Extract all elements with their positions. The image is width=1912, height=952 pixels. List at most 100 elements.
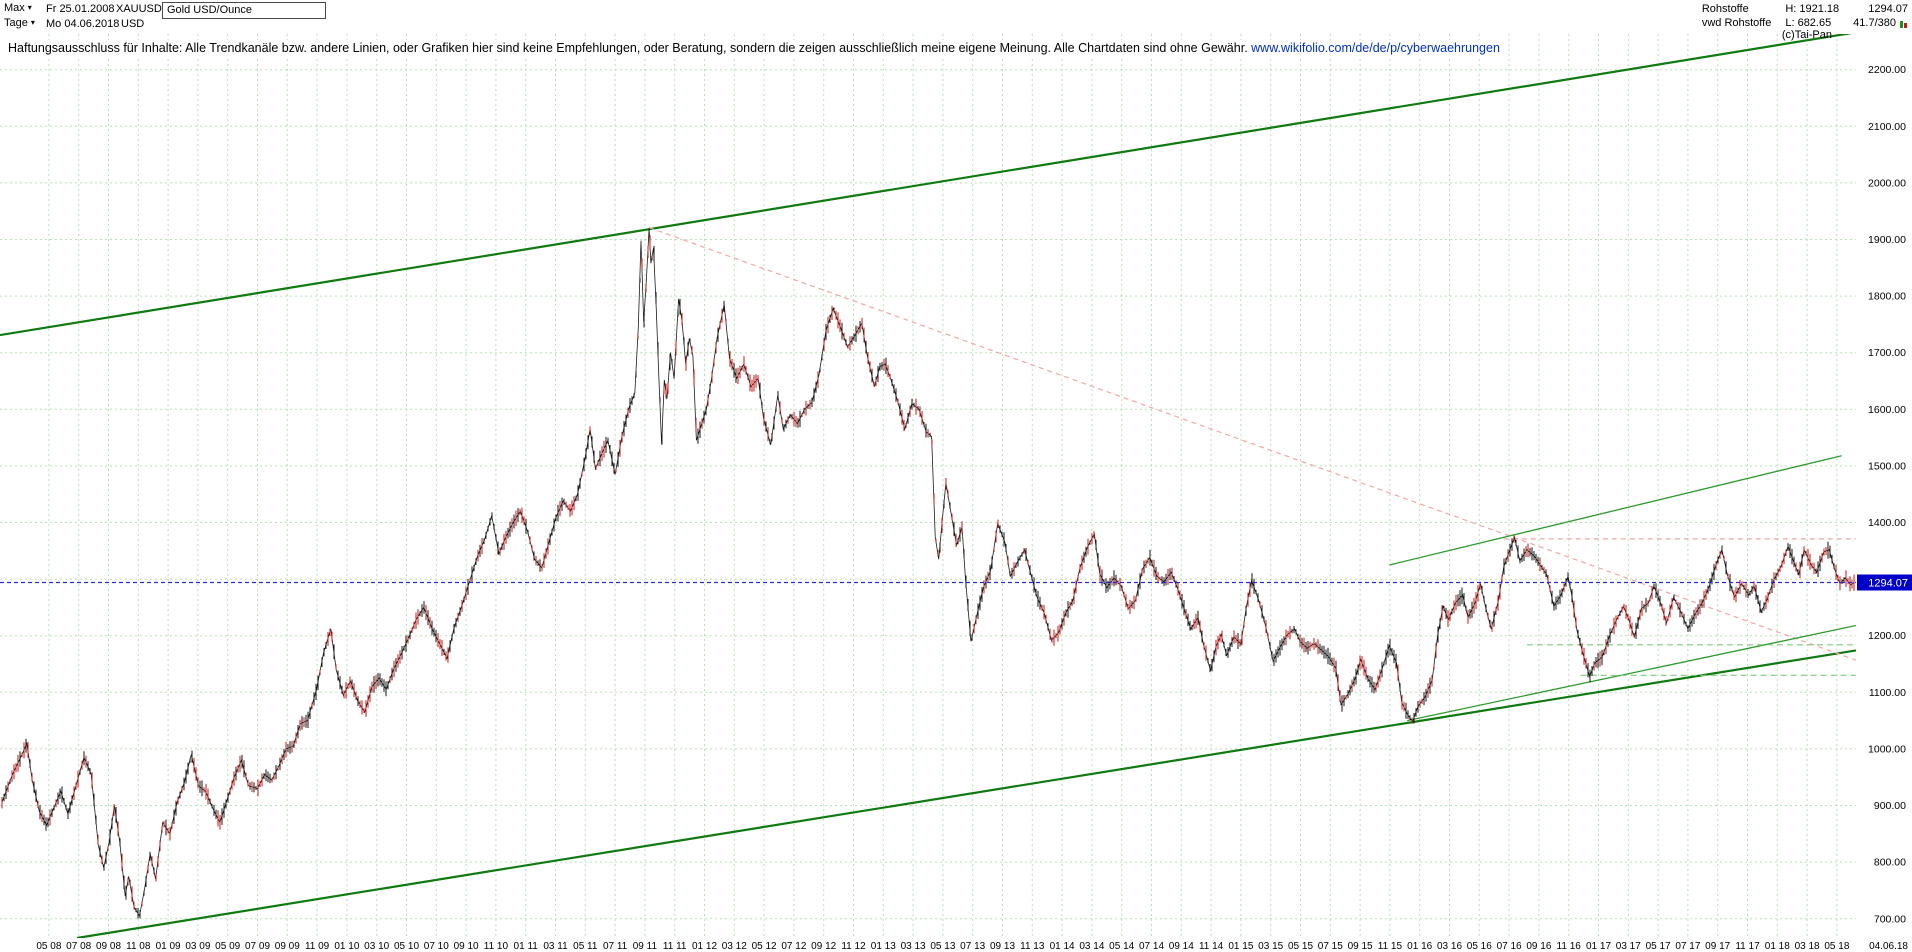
date-tick-label: 07 14 [1139, 941, 1164, 952]
date-tick-label: 05 15 [1288, 941, 1313, 952]
price-tick-label: 1200.00 [1868, 630, 1906, 642]
price-tick-label: 2100.00 [1868, 121, 1906, 133]
price-tick-label: 1600.00 [1868, 404, 1906, 416]
date-tick-label: 09 11 [633, 941, 658, 952]
low-value: L: 682.65 [1785, 17, 1832, 29]
date-tick-label: 09 15 [1348, 941, 1373, 952]
date-tick-label: 07 15 [1318, 941, 1343, 952]
date-tick-label: 03 17 [1616, 941, 1641, 952]
copyright-label: (c)Tai-Pan [1781, 29, 1832, 41]
price-tick-label: 2000.00 [1868, 177, 1906, 189]
last-trading-date: Mo 04.06.2018 [46, 18, 120, 30]
date-tick-label: 03 16 [1437, 941, 1462, 952]
price-tick-label: 1000.00 [1868, 743, 1906, 755]
price-tick-label: 1700.00 [1868, 347, 1906, 359]
price-tick-label: 800.00 [1874, 857, 1906, 869]
datasource-label: vwd Rohstoffe [1701, 17, 1772, 29]
date-tick-label: 09 14 [1169, 941, 1194, 952]
trendlines [0, 34, 1856, 938]
green-support-line [1407, 624, 1856, 722]
date-tick-label: 05 16 [1467, 941, 1492, 952]
price-tick-label: 2200.00 [1868, 64, 1906, 76]
date-tick-label: 07 17 [1675, 941, 1700, 952]
range-dropdown[interactable]: Max ▾ [4, 2, 32, 14]
date-tick-label: 03 10 [364, 941, 389, 952]
date-tick-label: 09 16 [1526, 941, 1551, 952]
date-tick-label: 07 16 [1497, 941, 1522, 952]
range-start-date: Fr 25.01.2008 [46, 3, 115, 15]
date-tick-label: 07 10 [424, 941, 449, 952]
grid [0, 34, 1856, 938]
top-bar: Max ▾ Fr 25.01.2008 XAUUSD Tage ▾ Mo 04.… [0, 0, 1912, 34]
date-tick-label: 01 12 [692, 941, 717, 952]
date-tick-label: 09 13 [990, 941, 1015, 952]
caret-down-icon: ▾ [27, 3, 32, 12]
symbol-label: XAUUSD [116, 3, 162, 15]
date-tick-label: 01 11 [514, 941, 539, 952]
last-price-value: 1294.07 [1868, 3, 1908, 15]
date-tick-label: 11 09 [305, 941, 330, 952]
high-value: H: 1921.18 [1785, 3, 1840, 15]
price-tick-label: 1400.00 [1868, 517, 1906, 529]
lower-channel-line [76, 649, 1856, 938]
date-tick-label: 05 11 [573, 941, 598, 952]
date-tick-label: 09 12 [811, 941, 836, 952]
upper-channel-line [0, 34, 1853, 337]
date-tick-label: 03 13 [901, 941, 926, 952]
date-tick-label: 01 15 [1228, 941, 1253, 952]
date-tick-label: 09 17 [1705, 941, 1730, 952]
price-tick-label: 900.00 [1874, 800, 1906, 812]
stat-value: 41.7/380 [1853, 17, 1896, 29]
date-tick-label: 07 08 [66, 941, 91, 952]
last-date-tick-label: 04.06.18 [1869, 941, 1908, 952]
currency-label: USD [121, 18, 145, 30]
price-tick-label: 1800.00 [1868, 291, 1906, 303]
date-tick-label: 07 13 [960, 941, 985, 952]
period-dropdown-label: Tage [4, 17, 28, 29]
date-tick-label: 05 12 [752, 941, 777, 952]
mini-trend-icon [1900, 20, 1907, 28]
date-tick-label: 11 16 [1557, 941, 1582, 952]
date-tick-label: 01 10 [334, 941, 359, 952]
price-tick-label: 1900.00 [1868, 234, 1906, 246]
date-tick-label: 01 16 [1407, 941, 1432, 952]
date-tick-label: 01 09 [156, 941, 181, 952]
gold-price-chart[interactable]: 700.00 800.00 900.00 1000.00 1100.00 1200.00 1… [0, 34, 1912, 952]
date-tick-label: 11 15 [1378, 941, 1403, 952]
instrument-input[interactable]: Gold USD/Ounce [162, 2, 326, 19]
date-tick-label: 11 13 [1020, 941, 1045, 952]
chart-area[interactable]: 700.00 800.00 900.00 1000.00 1100.00 1200.00 1… [0, 34, 1912, 952]
date-tick-label: 01 13 [871, 941, 896, 952]
date-tick-label: 07 12 [781, 941, 806, 952]
wikifolio-link[interactable]: www.wikifolio.com/de/de/p/cyberwaehrunge… [1251, 41, 1500, 55]
date-tick-label: 01 14 [1050, 941, 1075, 952]
date-tick-label: 09 10 [454, 941, 479, 952]
disclaimer: Haftungsausschluss für Inhalte: Alle Tre… [6, 40, 1506, 57]
svg-text:1294.07: 1294.07 [1868, 578, 1908, 590]
date-tick-label: 09 08 [96, 941, 121, 952]
date-tick-label: 03 18 [1795, 941, 1820, 952]
disclaimer-text: Haftungsausschluss für Inhalte: Alle Tre… [8, 41, 1248, 55]
green-resistance-line [1389, 455, 1842, 566]
range-dropdown-label: Max [4, 2, 25, 14]
date-tick-label: 11 08 [126, 941, 151, 952]
date-tick-label: 07 11 [603, 941, 628, 952]
quote-info-block: Rohstoffe H: 1921.18 1294.07 vwd Rohstof… [1702, 2, 1908, 30]
date-tick-label: 01 17 [1586, 941, 1611, 952]
last-price-badge: 1294.07 [1857, 574, 1912, 591]
date-tick-label: 05 14 [1109, 941, 1134, 952]
red-downtrend-line [648, 227, 1856, 661]
date-axis: 05 08 07 08 09 08 11 08 01 09 03 09 05 09 07 09… [36, 941, 1908, 952]
date-tick-label: 09 09 [275, 941, 300, 952]
date-tick-label: 11 17 [1735, 941, 1760, 952]
date-tick-label: 07 09 [245, 941, 270, 952]
price-tick-label: 1100.00 [1869, 687, 1906, 699]
period-dropdown[interactable]: Tage ▾ [4, 17, 35, 29]
price-tick-label: 700.00 [1874, 913, 1906, 925]
date-tick-label: 11 12 [841, 941, 866, 952]
date-tick-label: 01 18 [1765, 941, 1790, 952]
date-tick-label: 05 09 [215, 941, 240, 952]
date-tick-label: 05 08 [36, 941, 61, 952]
date-tick-label: 03 14 [1079, 941, 1104, 952]
